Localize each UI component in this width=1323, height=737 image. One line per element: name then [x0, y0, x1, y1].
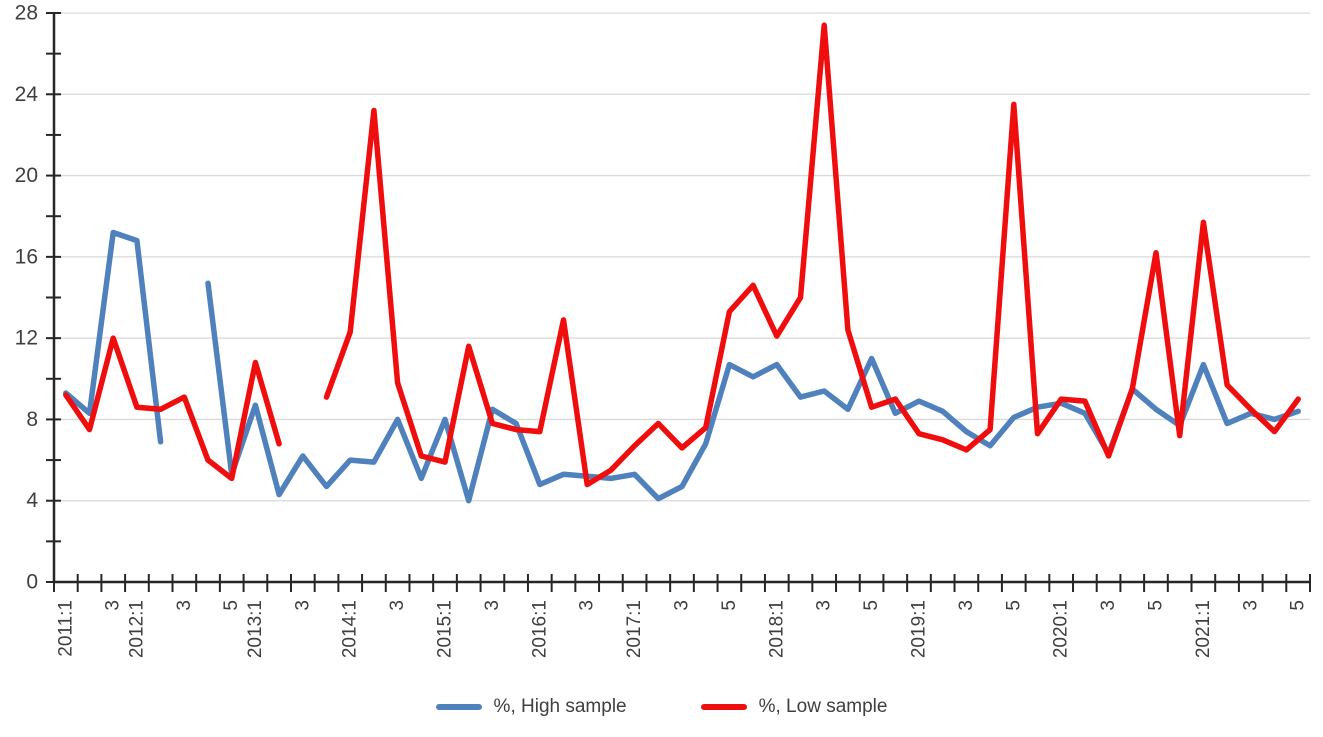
- series-line-low-sample: [63, 22, 1301, 488]
- legend-label-low: %, Low sample: [758, 696, 888, 717]
- y-axis-label-0: 0: [26, 571, 38, 594]
- legend-line-swatch-low: [700, 704, 747, 710]
- x-axis-label-5: 5: [1288, 600, 1309, 611]
- x-axis-label-2015:1: 2015:1: [435, 600, 456, 658]
- y-axis-label-28: 28: [15, 2, 38, 25]
- chart-legend: %, High sample %, Low sample: [0, 696, 1323, 718]
- x-axis-label-2013:1: 2013:1: [245, 600, 266, 658]
- y-axis-label-16: 16: [15, 245, 38, 268]
- series-line-high-sample: [63, 229, 1301, 504]
- x-axis-label-3: 3: [577, 600, 598, 611]
- x-axis-label-2021:1: 2021:1: [1193, 600, 1214, 658]
- legend-label-high: %, High sample: [493, 696, 627, 717]
- x-axis-label-3: 3: [292, 600, 313, 611]
- y-axis-label-4: 4: [26, 489, 38, 512]
- x-axis-label-3: 3: [672, 600, 693, 611]
- y-axis-label-20: 20: [15, 164, 38, 187]
- x-axis-label-5: 5: [1003, 600, 1024, 611]
- x-axis-label-3: 3: [814, 600, 835, 611]
- x-axis-label-3: 3: [103, 600, 124, 611]
- x-axis-label-2014:1: 2014:1: [340, 600, 361, 658]
- x-axis-label-3: 3: [482, 600, 503, 611]
- legend-item-low-sample: %, Low sample: [700, 696, 888, 718]
- y-axis-label-24: 24: [15, 83, 39, 106]
- x-axis-label-2020:1: 2020:1: [1051, 600, 1072, 658]
- x-axis-label-3: 3: [387, 600, 408, 611]
- x-axis-label-5: 5: [719, 600, 740, 611]
- x-axis-label-3: 3: [174, 600, 195, 611]
- x-axis-label-5: 5: [861, 600, 882, 611]
- x-axis-label-2016:1: 2016:1: [529, 600, 550, 658]
- x-axis-label-2012:1: 2012:1: [126, 600, 147, 658]
- x-axis-label-3: 3: [1098, 600, 1119, 611]
- x-axis-label-5: 5: [1145, 600, 1166, 611]
- y-axis-label-12: 12: [15, 327, 38, 350]
- x-axis-label-5: 5: [221, 600, 242, 611]
- legend-line-swatch-high: [435, 704, 482, 710]
- x-axis-label-3: 3: [956, 600, 977, 611]
- x-axis-label-2011:1: 2011:1: [55, 600, 76, 657]
- x-axis-label-2018:1: 2018:1: [766, 600, 787, 658]
- x-axis-label-2019:1: 2019:1: [908, 600, 929, 658]
- y-axis-label-8: 8: [26, 408, 38, 431]
- x-axis-label-3: 3: [1240, 600, 1261, 611]
- legend-item-high-sample: %, High sample: [435, 696, 627, 718]
- x-axis-label-2017:1: 2017:1: [624, 600, 645, 658]
